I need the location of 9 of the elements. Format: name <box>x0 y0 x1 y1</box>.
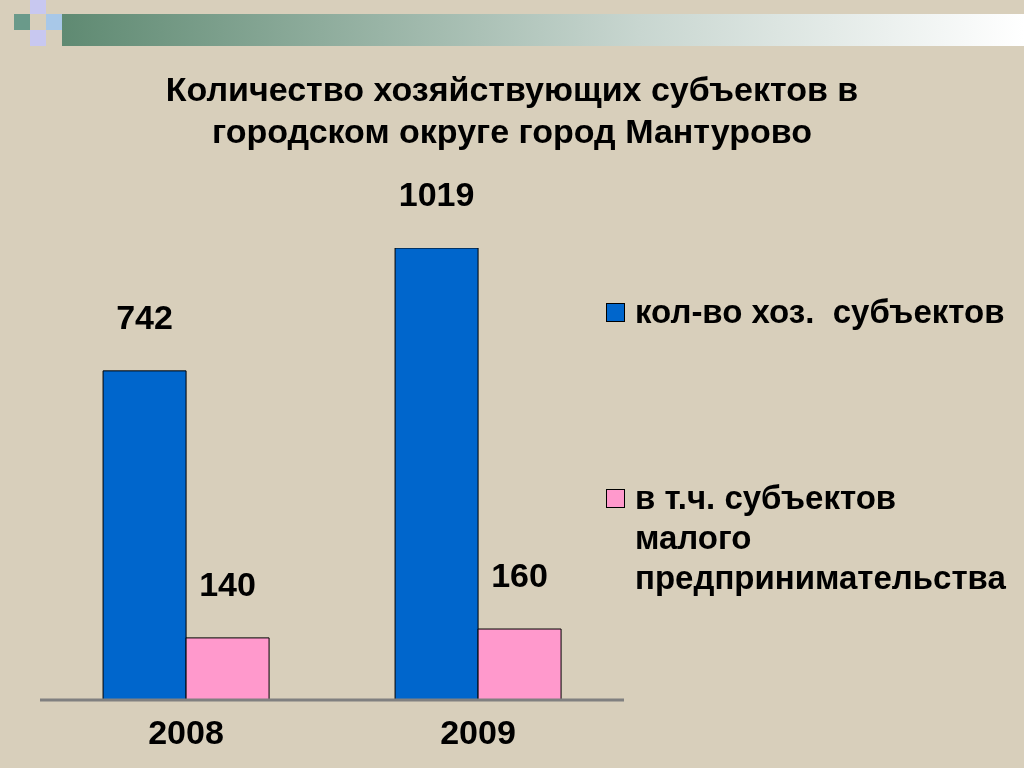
data-label: 1019 <box>398 175 475 213</box>
legend-label: кол-во хоз. субъектов <box>635 292 1006 332</box>
data-label: 742 <box>116 297 173 336</box>
x-tick-label: 2009 <box>440 713 516 752</box>
data-label: 140 <box>199 564 256 603</box>
data-label: 160 <box>491 556 548 595</box>
x-tick-label: 2008 <box>148 713 224 752</box>
chart-title: Количество хозяйствующих субъектов в городском округе город Мантурово <box>164 69 860 152</box>
legend-label: в т.ч. субъектов малого предпринимательства <box>635 478 1007 598</box>
